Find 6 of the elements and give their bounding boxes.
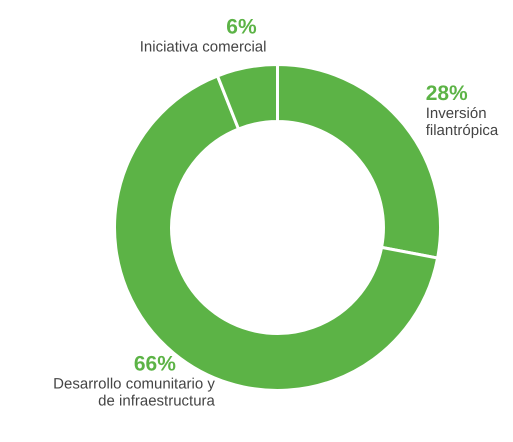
slice-label: Iniciativa comercial <box>140 38 266 56</box>
data-label: 6% <box>226 16 257 39</box>
slice-label: Inversión filantrópica <box>426 104 499 139</box>
slice-label: Desarrollo comunitario y de infraestructura <box>53 376 216 410</box>
data-label: 28% <box>426 82 468 105</box>
data-label: 66% <box>134 352 176 376</box>
